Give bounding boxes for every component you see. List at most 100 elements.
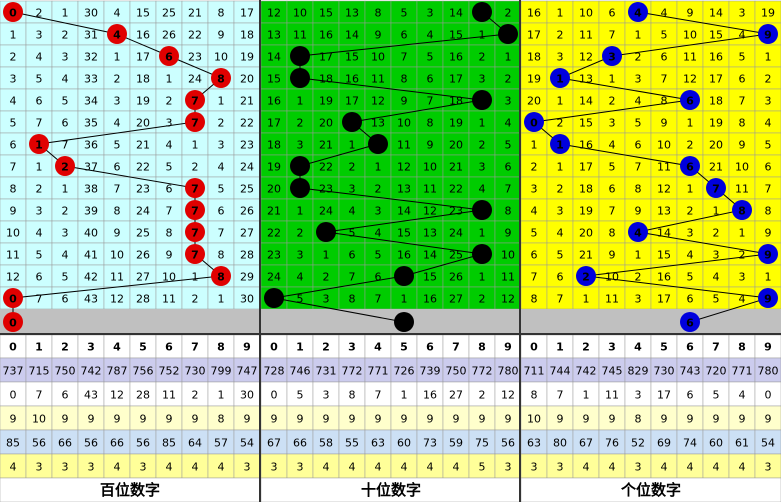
- panel-label: 十位数字: [361, 481, 421, 499]
- stat-value: 1: [583, 389, 590, 402]
- cell-value: 20: [267, 183, 281, 196]
- hit-value: 7: [191, 227, 199, 240]
- cell-value: 9: [609, 249, 616, 262]
- cell-value: 1: [583, 293, 590, 306]
- header-digit: 8: [738, 341, 746, 354]
- cell-value: 30: [240, 293, 254, 306]
- cell-value: 32: [84, 51, 98, 64]
- stat-value: 4: [10, 461, 17, 474]
- hit-marker: [758, 24, 778, 44]
- stat-cell: [338, 381, 366, 407]
- cell-value: 19: [527, 73, 541, 86]
- stat-value: 4: [713, 461, 720, 474]
- stat-value: 747: [237, 365, 258, 378]
- stat-value: 756: [133, 365, 154, 378]
- cell-value: 11: [423, 183, 437, 196]
- cell-value: 1: [218, 95, 225, 108]
- header-digit: 0: [530, 341, 538, 354]
- stat-value: 9: [62, 413, 69, 426]
- cell-value: 24: [188, 73, 202, 86]
- stat-value: 3: [635, 389, 642, 402]
- cell-value: 21: [449, 161, 463, 174]
- cell-value: 3: [62, 51, 69, 64]
- stat-value: 9: [140, 413, 147, 426]
- stat-value: 772: [342, 365, 363, 378]
- stat-cell: [702, 429, 730, 455]
- cell-value: 8: [218, 7, 225, 20]
- cell-value: 25: [240, 183, 254, 196]
- hit-value: 1: [296, 51, 304, 64]
- cell-value: 3: [739, 271, 746, 284]
- stat-value: 61: [735, 437, 749, 450]
- hit-value: 6: [686, 317, 694, 330]
- cell-value: 9: [661, 117, 668, 130]
- stat-cell: [728, 381, 756, 407]
- cell-value: 14: [449, 7, 463, 20]
- cell-value: 16: [397, 249, 411, 262]
- cell-value: 20: [709, 139, 723, 152]
- stat-cell: [260, 357, 288, 383]
- hit-value: 7: [191, 117, 199, 130]
- stat-cell: [25, 405, 53, 431]
- stat-value: 60: [709, 437, 723, 450]
- stat-value: 9: [453, 413, 460, 426]
- stat-value: 9: [583, 413, 590, 426]
- stat-value: 27: [449, 389, 463, 402]
- hit-value: 1: [556, 73, 564, 86]
- cell-value: 23: [188, 51, 202, 64]
- cell-value: 17: [579, 161, 593, 174]
- cell-value: 2: [739, 249, 746, 262]
- cell-value: 14: [709, 7, 723, 20]
- hit-value: 1: [296, 73, 304, 86]
- stat-cell: [77, 381, 105, 407]
- cell-value: 4: [36, 51, 43, 64]
- hit-marker: [185, 112, 205, 132]
- hit-value: 1: [296, 183, 304, 196]
- cell-value: 5: [557, 249, 564, 262]
- stat-value: 9: [401, 413, 408, 426]
- cell-value: 8: [10, 183, 17, 196]
- cell-value: 19: [136, 95, 150, 108]
- cell-value: 2: [531, 161, 538, 174]
- cell-value: 1: [687, 183, 694, 196]
- cell-value: 6: [36, 271, 43, 284]
- stat-value: 57: [214, 437, 228, 450]
- cell-value: 1: [375, 161, 382, 174]
- hit-marker: [290, 156, 310, 176]
- stat-cell: [520, 453, 548, 479]
- cell-value: 11: [162, 293, 176, 306]
- stat-value: 5: [479, 461, 486, 474]
- hit-value: 3: [608, 51, 616, 64]
- stat-value: 56: [136, 437, 150, 450]
- stat-cell: [572, 429, 600, 455]
- cell-value: 7: [765, 183, 772, 196]
- stat-value: 2: [479, 389, 486, 402]
- header-digit: 1: [35, 341, 43, 354]
- cell-value: 3: [609, 117, 616, 130]
- stat-value: 744: [550, 365, 571, 378]
- hit-value: 0: [9, 317, 17, 330]
- cell-value: 5: [62, 95, 69, 108]
- stat-value: 737: [3, 365, 24, 378]
- cell-value: 2: [713, 227, 720, 240]
- stat-cell: [181, 405, 209, 431]
- stat-value: 742: [81, 365, 102, 378]
- cell-value: 18: [319, 73, 333, 86]
- cell-value: 2: [192, 161, 199, 174]
- panel-label: 个位数字: [620, 481, 681, 499]
- stat-cell: [390, 381, 418, 407]
- cell-value: 3: [531, 183, 538, 196]
- cell-value: 22: [267, 227, 281, 240]
- header-digit: 3: [348, 341, 356, 354]
- stat-value: 750: [446, 365, 467, 378]
- cell-value: 1: [557, 7, 564, 20]
- cell-value: 2: [375, 183, 382, 196]
- cell-value: 16: [709, 51, 723, 64]
- header-digit: 3: [608, 341, 616, 354]
- cell-value: 15: [267, 73, 281, 86]
- blank-row: [0, 309, 260, 334]
- stat-cell: [390, 405, 418, 431]
- cell-value: 9: [635, 205, 642, 218]
- cell-value: 3: [166, 117, 173, 130]
- cell-value: 1: [479, 227, 486, 240]
